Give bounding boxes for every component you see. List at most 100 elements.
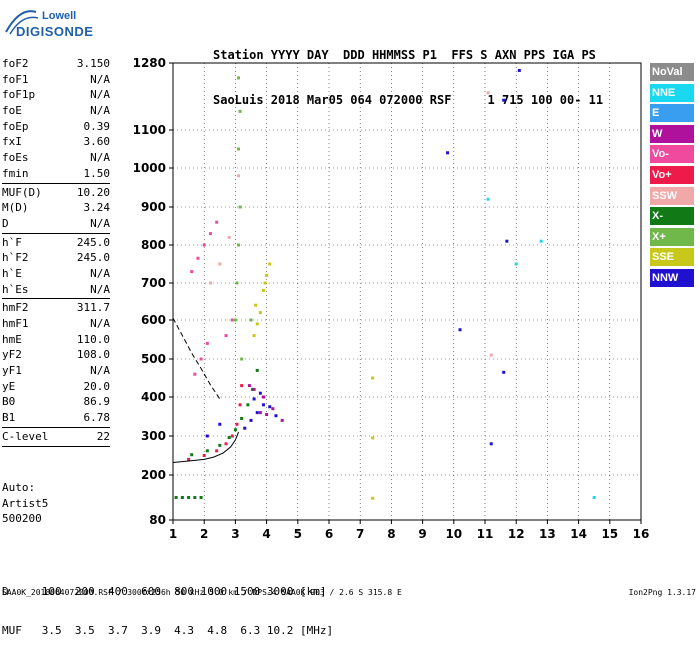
echo-point — [187, 457, 191, 461]
logo-lowell-text: Lowell — [42, 10, 77, 22]
x-tick-label: 6 — [325, 527, 333, 541]
param-row: C-level 22 — [2, 429, 110, 445]
echo-point — [238, 205, 242, 209]
echo-point — [237, 174, 241, 178]
x-tick-label: 1 — [169, 527, 177, 541]
echo-point — [446, 151, 450, 155]
param-row: yF1 N/A — [2, 363, 110, 379]
x-tick-label: 15 — [601, 527, 618, 541]
legend-item: X+ — [650, 227, 694, 246]
param-name: D — [2, 216, 9, 230]
y-tick-label: 500 — [141, 352, 166, 366]
param-group-virtual-heights: h`F 245.0 h`F2 245.0 h`E N/A h`Es N/A — [2, 235, 110, 298]
echo-point — [502, 98, 506, 102]
echo-point — [224, 334, 228, 338]
param-name: fmin — [2, 166, 29, 180]
param-name: foF1p — [2, 88, 36, 102]
param-value: 6.78 — [83, 411, 111, 425]
ionogram-plot: 1 2 3 4 5 6 7 8 9 10 11 12 13 14 15 1680200300400500600… — [133, 56, 650, 541]
param-value: N/A — [90, 317, 110, 330]
param-row: foF1p N/A — [2, 87, 110, 103]
echo-point — [240, 357, 244, 361]
y-tick-label: 1000 — [133, 161, 166, 175]
echo-point — [230, 318, 234, 322]
param-value: N/A — [90, 266, 110, 280]
echo-point — [237, 243, 241, 247]
echo-point — [252, 397, 256, 401]
param-value: 108.0 — [76, 348, 110, 362]
param-row: foEp 0.39 — [2, 119, 110, 135]
param-value: 3.60 — [83, 135, 111, 149]
legend-item: SSE — [650, 248, 694, 267]
echo-point — [280, 418, 284, 422]
legend-item: NNW — [650, 268, 694, 287]
echo-point — [199, 357, 203, 361]
echo-point — [517, 68, 521, 72]
echo-point — [252, 334, 256, 338]
echo-point — [243, 426, 247, 430]
param-value: 22 — [96, 429, 110, 443]
echo-point — [371, 376, 375, 380]
param-value: N/A — [90, 151, 110, 165]
param-row: B1 6.78 — [2, 410, 110, 426]
x-tick-label: 2 — [200, 527, 208, 541]
echo-point — [205, 449, 209, 453]
param-value: 0.39 — [83, 119, 111, 133]
param-group-critical-freqs: foF2 3.150 foF1 N/A foF1p N/A foE N/A foEp 0.39 fx… — [2, 56, 110, 182]
param-name: M(D) — [2, 201, 29, 215]
echo-point — [268, 405, 272, 409]
param-row: foF1 N/A — [2, 72, 110, 88]
x-tick-label: 9 — [418, 527, 426, 541]
echo-point — [190, 270, 194, 274]
logo-digisonde-text: DIGISONDE — [16, 24, 94, 39]
y-tick-label: 1280 — [133, 56, 166, 70]
param-name: h`E — [2, 266, 22, 280]
echo-point — [187, 496, 191, 499]
param-row: MUF(D) 10.20 — [2, 185, 110, 201]
param-value: N/A — [90, 88, 110, 102]
x-tick-label: 13 — [539, 527, 556, 541]
auto-program: Artist5 — [2, 496, 49, 510]
echo-point — [249, 418, 253, 422]
y-tick-label: 400 — [141, 390, 166, 404]
param-divider — [2, 232, 110, 234]
echo-point — [539, 239, 543, 243]
auto-code: 500200 — [2, 512, 42, 525]
echo-point — [458, 328, 462, 332]
x-tick-label: 5 — [294, 527, 302, 541]
echo-point — [190, 453, 194, 457]
echo-point — [218, 443, 222, 447]
echo-point — [252, 387, 256, 391]
logo-mark-icon — [5, 10, 39, 35]
header-line-labels: Station YYYY DAY DDD HHMMSS P1 FFS S AXN… — [213, 48, 596, 62]
param-row: h`F 245.0 — [2, 235, 110, 251]
param-name: yE — [2, 379, 16, 393]
legend-item: NNE — [650, 83, 694, 102]
echo-point — [251, 387, 255, 391]
echo-point — [233, 428, 237, 432]
echo-point — [224, 442, 228, 446]
param-name: foEs — [2, 151, 29, 165]
echo-point — [261, 395, 265, 399]
param-row: yF2 108.0 — [2, 347, 110, 363]
param-name: yF1 — [2, 364, 22, 378]
param-value: 86.9 — [83, 395, 111, 409]
plot-frame — [172, 62, 642, 521]
param-row: hmF2 311.7 — [2, 300, 110, 316]
param-name: MUF(D) — [2, 185, 42, 199]
echo-point — [218, 422, 222, 426]
autoscaling-info: Auto: Artist5 500200 — [2, 480, 48, 527]
param-value: N/A — [90, 364, 110, 378]
echo-point — [238, 403, 242, 407]
echo-point — [261, 288, 265, 292]
x-tick-label: 7 — [356, 527, 364, 541]
param-row: hmE 110.0 — [2, 332, 110, 348]
echo-point — [263, 281, 267, 285]
x-tick-label: 14 — [570, 527, 587, 541]
echo-point — [235, 281, 239, 285]
param-value: 3.150 — [76, 57, 110, 70]
echo-point — [489, 442, 493, 446]
muf-distance-row: D 100 200 400 600 800 1000 1500 3000 [km… — [2, 585, 327, 598]
param-divider — [2, 298, 110, 300]
footer-version: Ion2Png 1.3.17 — [628, 588, 696, 597]
